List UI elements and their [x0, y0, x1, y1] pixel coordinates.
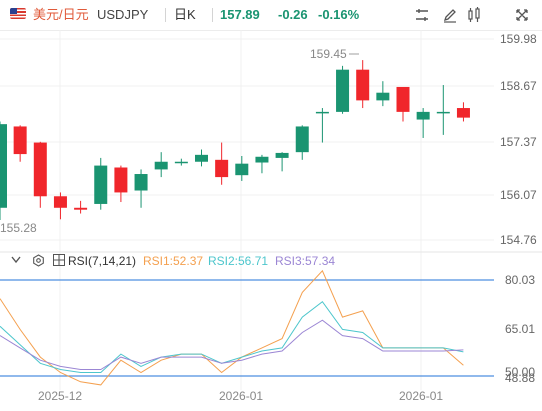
indicator-grid-icon[interactable] — [53, 254, 65, 269]
candle-body — [195, 154, 208, 162]
candle-body — [154, 161, 168, 170]
candle-body — [33, 142, 47, 197]
candle-body — [275, 152, 289, 158]
rsi-title: RSI(7,14,21) — [68, 254, 137, 268]
candlestick-series — [0, 60, 470, 221]
price-tick: 156.07 — [500, 188, 537, 202]
candle-body — [134, 174, 148, 191]
candle-body — [376, 92, 390, 101]
collapse-icon[interactable] — [10, 254, 22, 268]
pair-name[interactable]: 美元/日元 — [33, 7, 89, 22]
candle-body — [53, 196, 67, 208]
candle-body — [295, 126, 309, 153]
high-price-annotation: 159.45 — [310, 47, 347, 61]
pencil-draw-icon[interactable] — [442, 7, 458, 23]
rsi-line-2 — [0, 300, 464, 373]
rsi-scale-label: 50.00 — [505, 365, 535, 379]
price-tick: 159.98 — [500, 32, 537, 46]
candle-body — [94, 165, 108, 204]
divider — [165, 8, 166, 22]
candle-body — [436, 111, 450, 114]
rsi-scale-label: 65.01 — [505, 322, 535, 336]
candle-body — [396, 86, 410, 112]
rsi3-value: RSI3:57.34 — [275, 254, 336, 268]
candle-body — [456, 108, 470, 118]
rsi-scale-label: 80.03 — [505, 273, 535, 287]
compare-icon[interactable] — [466, 7, 482, 23]
price-change: -0.26 — [278, 7, 308, 22]
candle-body — [13, 126, 27, 155]
chart-header: 美元/日元 USDJPY 日K 157.89 -0.26 -0.16% — [0, 0, 542, 31]
timeframe-selector[interactable]: 日K — [174, 7, 196, 22]
candle-body — [74, 207, 88, 210]
rsi2-value: RSI2:56.71 — [208, 254, 269, 268]
candle-body — [114, 167, 128, 193]
fullscreen-icon[interactable] — [514, 7, 530, 23]
time-axis: 2025-12 2026-01 2026-01 — [38, 389, 443, 403]
chart-settings-icon[interactable] — [414, 7, 430, 23]
candle-body — [174, 161, 188, 164]
time-tick: 2025-12 — [38, 389, 82, 403]
divider — [212, 8, 213, 22]
indicator-settings-icon[interactable] — [32, 254, 45, 270]
candle-body — [315, 111, 329, 114]
us-flag-icon — [10, 8, 26, 19]
last-price: 157.89 — [220, 7, 260, 22]
candle-body — [356, 69, 370, 101]
candle-body — [255, 156, 269, 163]
pair-code[interactable]: USDJPY — [97, 7, 149, 22]
horizontal-gridlines — [0, 38, 494, 241]
rsi-lines — [0, 269, 464, 386]
price-axis: 159.98 158.67 157.37 156.07 154.76 — [500, 32, 537, 247]
candle-body — [416, 111, 430, 120]
candle-body — [235, 163, 249, 176]
candle-body — [0, 124, 7, 208]
price-tick: 157.37 — [500, 135, 537, 149]
rsi-line-3 — [0, 319, 464, 370]
time-tick: 2026-01 — [219, 389, 263, 403]
time-tick: 2026-01 — [399, 389, 443, 403]
price-change-percent: -0.16% — [318, 7, 360, 22]
price-tick: 158.67 — [500, 79, 537, 93]
rsi-pane: 80.03 65.01 50.00 48.88 — [0, 269, 535, 386]
rsi1-value: RSI1:52.37 — [143, 254, 204, 268]
low-price-annotation: 155.28 — [0, 221, 37, 235]
candle-body — [215, 159, 229, 178]
rsi-scale-label: 48.88 — [505, 371, 535, 385]
candle-body — [336, 69, 350, 112]
price-tick: 154.76 — [500, 233, 537, 247]
chart-area[interactable]: 155.28 159.45 159.98 158.67 157.37 156.0… — [0, 30, 542, 411]
